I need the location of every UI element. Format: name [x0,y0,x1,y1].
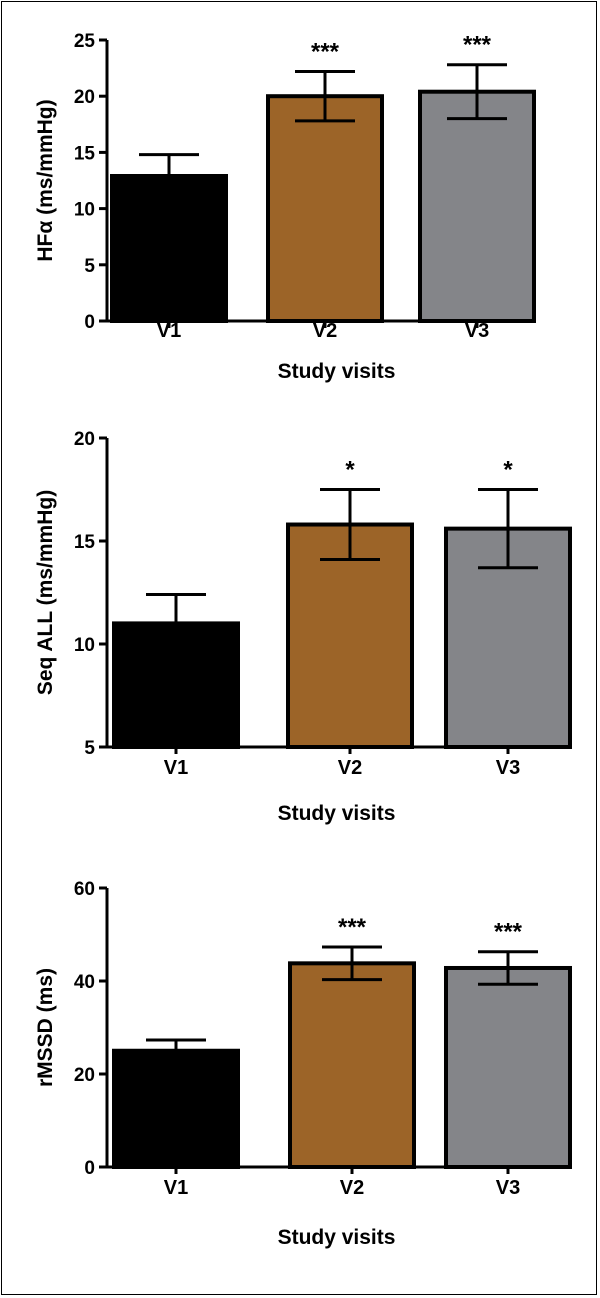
y-tick-label: 20 [74,1065,95,1086]
bar-v1 [112,1048,240,1169]
significance-marker: * [503,457,513,484]
y-tick-label: 0 [84,312,95,333]
bar-v1 [110,174,228,323]
bar-v2 [288,961,416,1170]
y-tick-label: 40 [74,972,95,993]
x-tick-label: V3 [496,1177,520,1199]
significance-marker: *** [494,919,523,946]
y-axis-title: Seq ALL (ms/mmHg) [34,490,57,695]
y-tick-label: 5 [84,738,95,759]
bar-v3 [444,965,572,1169]
y-tick-label: 60 [74,879,95,900]
y-tick-label: 10 [74,635,95,656]
x-tick-label: V1 [157,320,181,342]
y-tick-label: 15 [74,143,96,164]
bar-v3 [418,89,536,324]
y-tick-label: 15 [74,532,96,553]
bar-v2 [266,94,384,323]
x-tick-label: V3 [465,320,489,342]
x-tick-label: V2 [338,757,362,779]
y-tick-label: 25 [74,31,96,52]
x-tick-label: V2 [313,320,337,342]
x-axis-title: Study visits [278,360,396,383]
x-axis-title: Study visits [278,1226,396,1249]
significance-marker: *** [338,914,367,941]
x-tick-label: V1 [164,1177,188,1199]
x-tick-label: V1 [164,757,188,779]
y-tick-label: 20 [74,429,95,450]
significance-marker: *** [311,38,340,65]
y-tick-label: 0 [84,1158,95,1179]
x-tick-label: V2 [340,1177,364,1199]
y-tick-label: 5 [84,256,95,277]
significance-marker: * [345,457,355,484]
y-axis-title: HFα (ms/mmHg) [34,99,57,261]
significance-marker: *** [463,32,492,59]
x-axis-title: Study visits [278,802,396,825]
y-tick-label: 20 [74,87,95,108]
x-tick-label: V3 [496,757,520,779]
y-tick-label: 10 [74,200,95,221]
y-axis-title: rMSSD (ms) [34,968,57,1087]
